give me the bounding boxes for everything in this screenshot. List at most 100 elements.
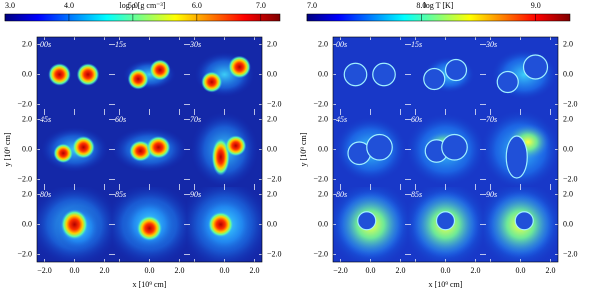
y-tick-label: 2.0 [22, 39, 32, 48]
time-label: 85s [411, 190, 422, 199]
x-axis-label: x [10⁹ cm] [429, 280, 463, 289]
colorbar-label: log T [K] [424, 1, 454, 10]
blob [208, 211, 234, 238]
colorbar-tick-label: 3.0 [5, 1, 15, 10]
time-label: 60s [411, 115, 422, 124]
x-tick-label: −2.0 [333, 266, 348, 275]
colorbar-label: log ρ [g cm⁻³] [120, 1, 166, 10]
y-tick-label: 0.0 [563, 219, 573, 228]
x-tick-label: 2.0 [396, 266, 406, 275]
y-tick-label: 2.0 [22, 189, 32, 198]
grid-frame [36, 36, 263, 263]
snapshot: 00s [37, 37, 112, 112]
y-tick-label: −2.0 [563, 174, 578, 183]
y-tick-label: −2.0 [563, 249, 578, 258]
y-tick-label: 0.0 [318, 144, 328, 153]
blob [225, 135, 247, 157]
time-label: 90s [190, 190, 201, 199]
y-tick-label: −2.0 [313, 174, 328, 183]
time-label: 80s [40, 190, 51, 199]
y-tick-label: 2.0 [267, 114, 277, 123]
y-tick-label: −2.0 [267, 249, 282, 258]
y-tick-label: 2.0 [22, 114, 32, 123]
shell [423, 67, 446, 91]
blob [149, 59, 171, 81]
snapshot: 85s [408, 187, 483, 262]
y-tick-label: −2.0 [267, 174, 282, 183]
snapshot: 70s [187, 112, 262, 187]
blob [146, 136, 171, 159]
snapshot: 80s [333, 187, 408, 262]
time-label: 00s [40, 40, 51, 49]
blob [72, 136, 95, 159]
shell [435, 211, 456, 231]
shell [441, 133, 468, 161]
shell [505, 135, 528, 179]
snapshot: 80s [37, 187, 112, 262]
time-label: 45s [40, 115, 51, 124]
snapshot: 00s [333, 37, 408, 112]
y-tick-label: −2.0 [563, 99, 578, 108]
x-tick-label: 0.0 [145, 266, 155, 275]
time-label: 85s [115, 190, 126, 199]
blob [136, 215, 163, 241]
blob [211, 138, 230, 176]
y-tick-label: −2.0 [17, 99, 32, 108]
snapshot: 45s [333, 112, 408, 187]
x-tick-label: 2.0 [100, 266, 110, 275]
colorbar-tick-label: 8.0 [416, 1, 426, 10]
blob [76, 63, 100, 86]
snapshot: 30s [483, 37, 558, 112]
y-tick-label: 0.0 [267, 69, 277, 78]
time-label: 30s [189, 40, 201, 49]
y-tick-label: 0.0 [22, 219, 32, 228]
colorbar [4, 13, 281, 22]
x-tick-label: 0.0 [516, 266, 526, 275]
snapshot: 90s [187, 187, 262, 262]
colorbar-tick-label: 9.0 [531, 1, 541, 10]
x-tick-label: 0.0 [220, 266, 230, 275]
y-tick-label: −2.0 [313, 99, 328, 108]
x-tick-label: 0.0 [70, 266, 80, 275]
shell [372, 62, 396, 87]
y-tick-label: −2.0 [17, 249, 32, 258]
time-label: 15s [115, 40, 126, 49]
colorbar-tick-label: 4.0 [64, 1, 74, 10]
y-tick-label: 2.0 [267, 189, 277, 198]
y-tick-label: 0.0 [22, 69, 32, 78]
y-tick-label: −2.0 [17, 174, 32, 183]
blob [201, 71, 223, 93]
x-tick-label: 2.0 [471, 266, 481, 275]
blob [127, 68, 149, 90]
time-label: 70s [190, 115, 201, 124]
y-tick-label: 0.0 [318, 69, 328, 78]
y-tick-label: −2.0 [313, 249, 328, 258]
x-tick-label: 2.0 [175, 266, 185, 275]
y-tick-label: 0.0 [563, 144, 573, 153]
snapshot: 15s [408, 37, 483, 112]
y-tick-label: 2.0 [563, 39, 573, 48]
x-axis-label: x [10⁹ cm] [133, 280, 167, 289]
y-axis-label: y [10⁹ cm] [3, 132, 12, 166]
x-tick-label: 0.0 [441, 266, 451, 275]
time-label: 30s [485, 40, 497, 49]
x-tick-label: −2.0 [37, 266, 52, 275]
y-tick-label: 2.0 [563, 189, 573, 198]
time-label: 45s [336, 115, 347, 124]
colorbar-tick-label: 7.0 [307, 1, 317, 10]
shell [514, 211, 534, 231]
grid-frame [332, 36, 559, 263]
shell [444, 58, 468, 82]
blob [228, 55, 251, 79]
time-label: 80s [336, 190, 347, 199]
x-tick-label: 0.0 [366, 266, 376, 275]
y-tick-label: −2.0 [267, 99, 282, 108]
snapshot: 60s [112, 112, 187, 187]
y-tick-label: 2.0 [267, 39, 277, 48]
colorbar [306, 13, 571, 22]
snapshot: 85s [112, 187, 187, 262]
y-axis-label: y [10⁹ cm] [299, 132, 308, 166]
colorbar-tick-label: 7.0 [256, 1, 266, 10]
shell [496, 70, 519, 94]
